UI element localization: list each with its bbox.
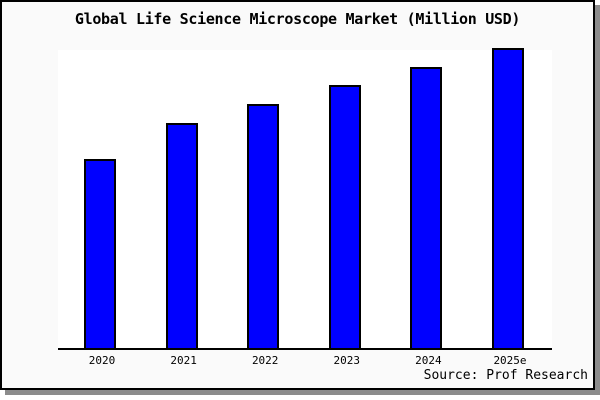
- source-credit: Source: Prof Research: [423, 368, 588, 383]
- x-tick-label-2020: 2020: [88, 354, 116, 367]
- bar-2023: [328, 85, 361, 348]
- x-tick-label-2023: 2023: [333, 354, 361, 367]
- x-axis-labels: 2020 2021 2022 2023 2024 2025e: [58, 354, 552, 370]
- bar-2022: [247, 104, 280, 348]
- x-tick-label-2022: 2022: [251, 354, 279, 367]
- bar-2021: [165, 123, 198, 348]
- chart-title: Global Life Science Microscope Market (M…: [74, 10, 521, 28]
- chart-frame: Global Life Science Microscope Market (M…: [0, 0, 595, 390]
- plot-area: [58, 48, 552, 350]
- bar-2020: [84, 159, 116, 348]
- bar-2025e: [492, 48, 524, 348]
- bar-2024: [410, 67, 443, 348]
- x-tick-label-2021: 2021: [170, 354, 197, 367]
- x-tick-label-2025e: 2025e: [493, 354, 527, 367]
- x-tick-label-2024: 2024: [415, 354, 442, 367]
